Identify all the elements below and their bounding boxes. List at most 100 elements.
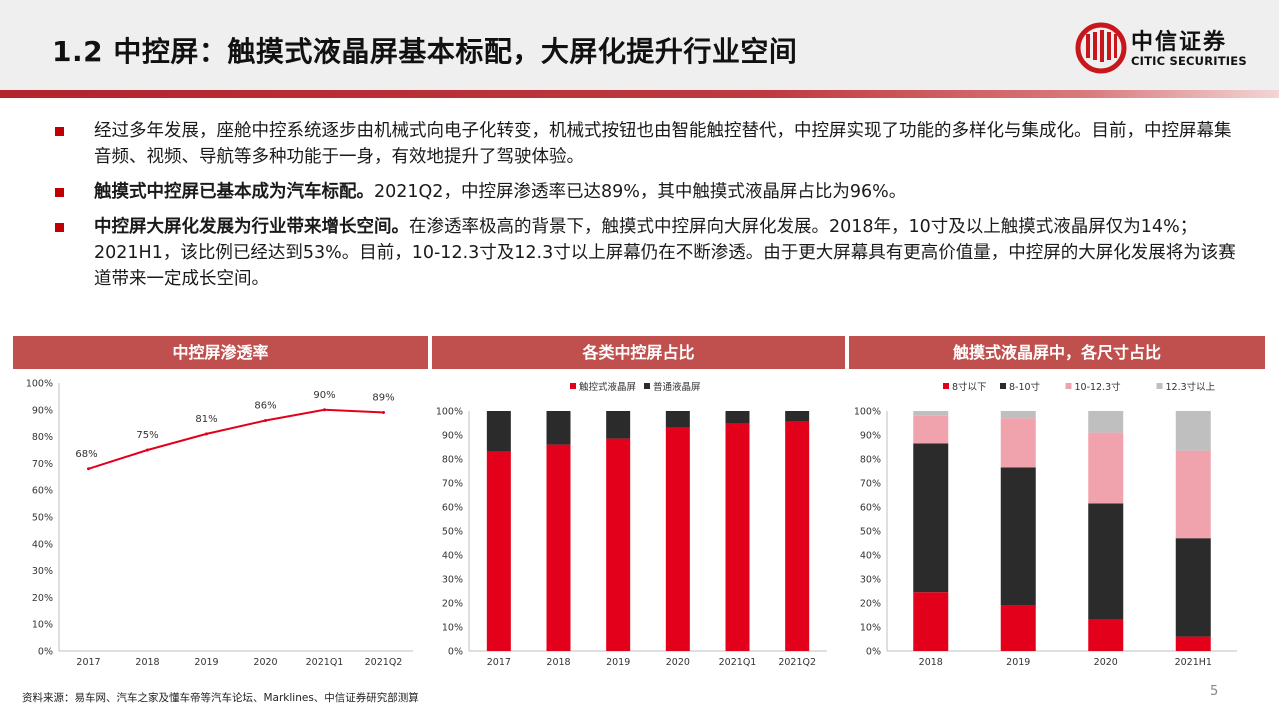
y-tick-label: 90%	[32, 405, 53, 416]
y-tick-label: 20%	[860, 599, 881, 610]
x-tick-label: 2019	[1006, 657, 1030, 668]
bar-segment	[665, 411, 690, 428]
y-tick-label: 60%	[32, 486, 53, 497]
bullet-heading: 中控屏大屏化发展为行业带来增长空间。	[94, 217, 409, 237]
bullet-item: 触摸式中控屏已基本成为汽车标配。2021Q2，中控屏渗透率已达89%，其中触摸式…	[52, 179, 1242, 205]
x-tick-label: 2017	[487, 657, 511, 668]
panel-header-size-share: 触摸式液晶屏中，各尺寸占比	[849, 336, 1265, 369]
x-tick-label: 2021Q2	[365, 657, 403, 668]
citic-logo: 中信证券 CITIC SECURITIES	[1075, 20, 1265, 76]
data-point	[323, 408, 326, 412]
y-tick-label: 50%	[32, 513, 53, 524]
y-tick-label: 40%	[32, 539, 53, 550]
x-tick-label: 2020	[1094, 657, 1118, 668]
x-tick-label: 2019	[606, 657, 630, 668]
data-label: 89%	[372, 392, 394, 403]
bar-segment	[1000, 418, 1036, 468]
y-tick-label: 30%	[442, 575, 463, 586]
legend-label: 12.3寸以上	[1166, 381, 1216, 393]
y-tick-label: 80%	[442, 455, 463, 466]
bar-segment	[913, 592, 949, 651]
legend-label: 10-12.3寸	[1075, 381, 1122, 393]
bullet-text: 在渗透率极高的背景下，触摸式中控屏向大屏化发展。2018年，10寸及以上触摸式液…	[94, 217, 1236, 289]
legend-label: 触控式液晶屏	[579, 381, 636, 393]
y-tick-label: 30%	[32, 566, 53, 577]
bar-segment	[1175, 411, 1211, 451]
x-tick-label: 2021Q1	[719, 657, 757, 668]
bullet-heading: 触摸式中控屏已基本成为汽车标配。	[94, 182, 374, 202]
legend-swatch	[1156, 383, 1163, 389]
bullet-square-icon	[55, 223, 64, 232]
bar-segment	[725, 411, 750, 423]
x-tick-label: 2017	[76, 657, 100, 668]
logo-english-name: CITIC SECURITIES	[1131, 54, 1247, 68]
y-tick-label: 50%	[442, 527, 463, 538]
y-tick-label: 60%	[442, 503, 463, 514]
legend-label: 8寸以下	[952, 381, 987, 393]
x-tick-label: 2018	[919, 657, 943, 668]
y-tick-label: 70%	[442, 479, 463, 490]
y-tick-label: 40%	[860, 551, 881, 562]
bullet-square-icon	[55, 127, 64, 136]
bar-segment	[1175, 636, 1211, 651]
bar-segment	[606, 411, 631, 439]
bar-segment	[1088, 619, 1124, 651]
legend-label: 普通液晶屏	[653, 381, 701, 393]
bar-segment	[1088, 411, 1124, 433]
legend-swatch	[644, 383, 650, 389]
data-point	[382, 410, 385, 414]
data-label: 81%	[195, 414, 217, 425]
title-bar	[0, 0, 1279, 90]
bar-segment	[1175, 450, 1211, 539]
data-point	[205, 432, 208, 436]
data-point	[87, 467, 90, 471]
bullet-item: 经过多年发展，座舱中控系统逐步由机械式向电子化转变，机械式按钮也由智能触控替代，…	[52, 118, 1242, 170]
legend-swatch	[1000, 383, 1006, 389]
y-tick-label: 80%	[860, 455, 881, 466]
x-tick-label: 2018	[135, 657, 159, 668]
bar-segment	[913, 443, 949, 593]
y-tick-label: 40%	[442, 551, 463, 562]
x-tick-label: 2021Q1	[306, 657, 344, 668]
page-number: 5	[1210, 684, 1219, 699]
y-tick-label: 20%	[32, 593, 53, 604]
bar-segment	[725, 423, 750, 651]
title-divider	[0, 90, 1279, 98]
x-tick-label: 2020	[666, 657, 690, 668]
legend-swatch	[570, 383, 576, 389]
bar-segment	[1000, 467, 1036, 606]
legend-swatch	[1065, 383, 1072, 389]
bar-segment	[665, 427, 690, 651]
data-point	[146, 448, 149, 452]
logo-chinese-name: 中信证券	[1131, 30, 1228, 55]
bar-segment	[546, 444, 571, 651]
bullet-square-icon	[55, 188, 64, 197]
bullet-text: 2021Q2，中控屏渗透率已达89%，其中触摸式液晶屏占比为96%。	[374, 182, 907, 202]
data-point	[264, 419, 267, 423]
y-tick-label: 20%	[442, 599, 463, 610]
penetration-line-chart: 0% 10% 20% 30% 40% 50% 60% 70% 80% 90% 100% 68% 75% 8…	[26, 379, 413, 668]
data-label: 68%	[75, 449, 97, 460]
y-tick-label: 80%	[32, 432, 53, 443]
slide-title: 1.2 中控屏：触摸式液晶屏基本标配，大屏化提升行业空间	[52, 35, 798, 68]
y-tick-label: 30%	[860, 575, 881, 586]
legend-label: 8-10寸	[1009, 381, 1041, 393]
y-tick-label: 90%	[860, 431, 881, 442]
x-tick-label: 2018	[546, 657, 570, 668]
y-tick-label: 0%	[866, 647, 881, 658]
bar-segment	[1088, 432, 1124, 504]
series-line-penetration	[88, 408, 384, 470]
bar-segment	[1000, 411, 1036, 419]
bar-segment	[1088, 503, 1124, 620]
x-tick-label: 2019	[194, 657, 218, 668]
bar-segment	[546, 411, 571, 445]
bar-segment	[486, 451, 511, 651]
bar-segment	[785, 411, 810, 422]
bar-segment	[486, 411, 511, 452]
bar-segment	[1175, 538, 1211, 637]
bullet-list: 经过多年发展，座舱中控系统逐步由机械式向电子化转变，机械式按钮也由智能触控替代，…	[52, 118, 1242, 301]
bar-segment	[913, 411, 949, 416]
y-tick-label: 70%	[860, 479, 881, 490]
y-tick-label: 10%	[442, 623, 463, 634]
bullet-text: 经过多年发展，座舱中控系统逐步由机械式向电子化转变，机械式按钮也由智能触控替代，…	[94, 121, 1232, 167]
